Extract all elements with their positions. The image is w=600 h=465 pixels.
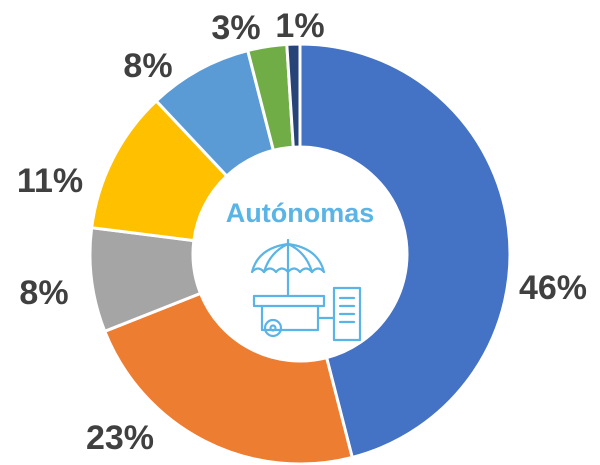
data-label: 1% (275, 7, 324, 45)
data-label: 46% (519, 269, 587, 307)
data-label: 8% (19, 274, 68, 312)
slice (298, 42, 512, 460)
slice (285, 42, 302, 149)
data-label: 23% (86, 419, 154, 457)
slice (102, 291, 355, 465)
data-label: 11% (17, 162, 83, 200)
data-label: 3% (211, 9, 260, 47)
data-label: 8% (123, 47, 172, 85)
slices (88, 42, 512, 465)
cart-icon (250, 238, 362, 342)
chart-title: Autónomas (226, 198, 375, 228)
